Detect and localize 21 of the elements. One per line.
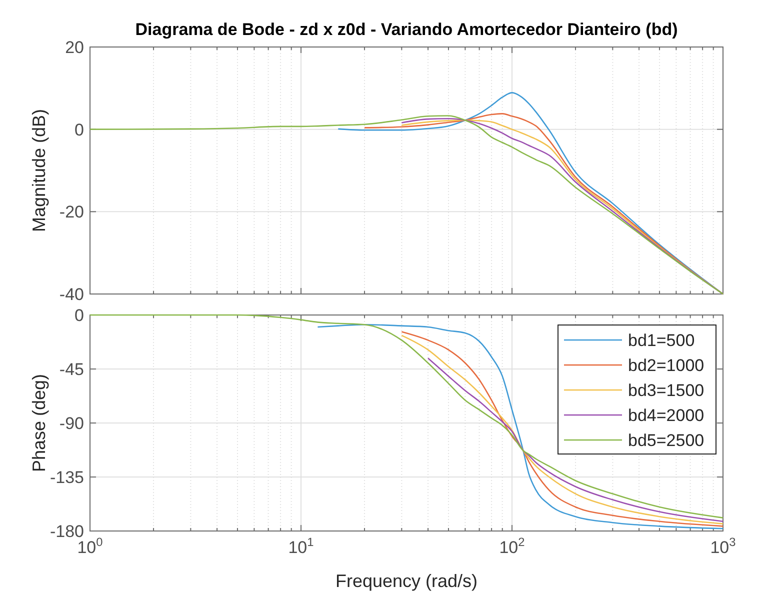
- legend-label: bd1=500: [628, 331, 695, 350]
- x-tick-label: 10$^{2}$: [499, 535, 526, 557]
- x-tick-label: 10$^{3}$: [710, 535, 736, 557]
- y-tick-label: -135: [50, 468, 84, 487]
- y-axis-title: Phase (deg): [29, 374, 49, 472]
- y-tick-label: 0: [74, 120, 84, 140]
- x-axis-title: Frequency (rad/s): [335, 571, 478, 591]
- legend-label: bd3=1500: [628, 381, 704, 400]
- x-tick-label: 10$^{1}$: [288, 535, 314, 557]
- y-tick-label: 0: [74, 306, 84, 325]
- legend-label: bd4=2000: [628, 406, 704, 425]
- y-axis-title: Magnitude (dB): [29, 108, 49, 232]
- y-tick-label: -40: [59, 285, 84, 304]
- chart-title: Diagrama de Bode - zd x z0d - Variando Amortecedor Dianteiro (bd): [135, 20, 678, 39]
- y-tick-label: 20: [65, 38, 84, 57]
- legend-label: bd2=1000: [628, 356, 704, 375]
- y-tick-label: -90: [59, 414, 84, 433]
- y-tick-label: -20: [59, 202, 84, 222]
- y-tick-label: -180: [50, 522, 84, 541]
- legend-label: bd5=2500: [628, 431, 704, 450]
- y-tick-label: -45: [59, 360, 84, 379]
